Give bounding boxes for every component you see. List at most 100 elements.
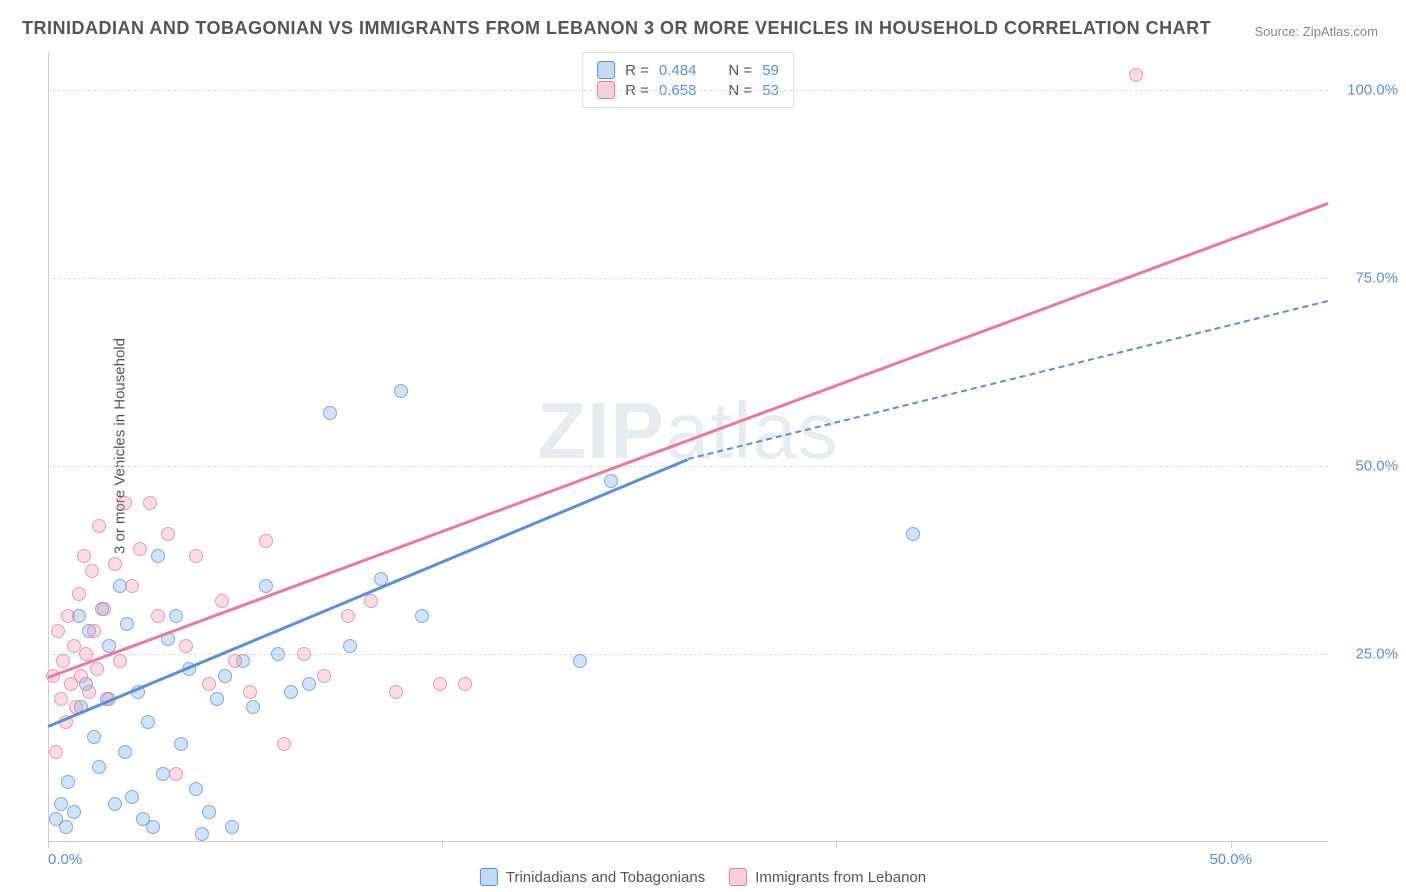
data-point	[56, 654, 70, 668]
data-point	[51, 624, 65, 638]
data-point	[215, 594, 229, 608]
y-tick-label: 100.0%	[1347, 81, 1398, 98]
x-axis-line	[48, 841, 1328, 842]
data-point	[271, 647, 285, 661]
data-point	[573, 654, 587, 668]
source-prefix: Source:	[1254, 24, 1302, 39]
watermark-bold: ZIP	[537, 386, 664, 475]
data-point	[202, 677, 216, 691]
data-point	[179, 639, 193, 653]
data-point	[133, 542, 147, 556]
x-tick	[1231, 842, 1232, 848]
data-point	[141, 715, 155, 729]
data-point	[1129, 68, 1143, 82]
data-point	[54, 692, 68, 706]
data-point	[143, 496, 157, 510]
data-point	[189, 782, 203, 796]
legend-row-blue: R = 0.484 N = 59	[597, 61, 779, 79]
data-point	[277, 737, 291, 751]
data-point	[125, 790, 139, 804]
trend-line	[48, 203, 1329, 679]
data-point	[284, 685, 298, 699]
scatter-chart: ZIPatlas R = 0.484 N = 59 R = 0.658 N = …	[48, 52, 1328, 842]
data-point	[228, 654, 242, 668]
n-label: N =	[728, 62, 752, 79]
legend-label-pink: Immigrants from Lebanon	[755, 869, 926, 886]
data-point	[317, 669, 331, 683]
r-value-blue: 0.484	[659, 62, 697, 79]
data-point	[323, 406, 337, 420]
data-point	[195, 827, 209, 841]
legend-item-blue: Trinidadians and Tobagonians	[480, 868, 705, 886]
gridline	[48, 90, 1328, 91]
data-point	[67, 805, 81, 819]
data-point	[169, 609, 183, 623]
y-tick-label: 75.0%	[1355, 269, 1398, 286]
watermark-rest: atlas	[665, 386, 839, 475]
gridline	[48, 278, 1328, 279]
source-name: ZipAtlas.com	[1303, 24, 1378, 39]
data-point	[415, 609, 429, 623]
data-point	[210, 692, 224, 706]
data-point	[118, 745, 132, 759]
data-point	[85, 564, 99, 578]
data-point	[118, 496, 132, 510]
data-point	[259, 534, 273, 548]
legend-series: Trinidadians and Tobagonians Immigrants …	[480, 868, 926, 886]
data-point	[364, 594, 378, 608]
data-point	[169, 767, 183, 781]
data-point	[189, 549, 203, 563]
y-tick-label: 50.0%	[1355, 457, 1398, 474]
trend-line-dash	[688, 300, 1328, 460]
x-tick	[48, 842, 49, 848]
data-point	[243, 685, 257, 699]
data-point	[341, 609, 355, 623]
data-point	[120, 617, 134, 631]
x-tick-label: 0.0%	[48, 851, 82, 868]
data-point	[92, 519, 106, 533]
data-point	[604, 474, 618, 488]
data-point	[246, 700, 260, 714]
data-point	[90, 662, 104, 676]
data-point	[297, 647, 311, 661]
data-point	[61, 609, 75, 623]
data-point	[82, 685, 96, 699]
legend-label-blue: Trinidadians and Tobagonians	[506, 869, 705, 886]
data-point	[151, 609, 165, 623]
data-point	[54, 797, 68, 811]
legend-swatch-blue	[597, 61, 615, 79]
data-point	[202, 805, 216, 819]
data-point	[906, 527, 920, 541]
data-point	[225, 820, 239, 834]
data-point	[218, 669, 232, 683]
data-point	[343, 639, 357, 653]
data-point	[302, 677, 316, 691]
data-point	[161, 527, 175, 541]
data-point	[59, 820, 73, 834]
x-tick	[442, 842, 443, 848]
data-point	[389, 685, 403, 699]
legend-swatch-blue-icon	[480, 868, 498, 886]
legend-item-pink: Immigrants from Lebanon	[729, 868, 926, 886]
data-point	[87, 730, 101, 744]
x-tick	[836, 842, 837, 848]
data-point	[125, 579, 139, 593]
data-point	[97, 602, 111, 616]
x-tick-label: 50.0%	[1209, 851, 1252, 868]
chart-title: TRINIDADIAN AND TOBAGONIAN VS IMMIGRANTS…	[22, 18, 1211, 39]
legend-swatch-pink-icon	[729, 868, 747, 886]
data-point	[174, 737, 188, 751]
r-label: R =	[625, 62, 649, 79]
data-point	[151, 549, 165, 563]
legend-correlation: R = 0.484 N = 59 R = 0.658 N = 53	[582, 52, 794, 108]
data-point	[74, 669, 88, 683]
data-point	[72, 587, 86, 601]
source-attribution: Source: ZipAtlas.com	[1254, 24, 1378, 39]
data-point	[458, 677, 472, 691]
y-tick-label: 25.0%	[1355, 645, 1398, 662]
data-point	[67, 639, 81, 653]
data-point	[259, 579, 273, 593]
data-point	[108, 797, 122, 811]
data-point	[108, 557, 122, 571]
data-point	[433, 677, 447, 691]
